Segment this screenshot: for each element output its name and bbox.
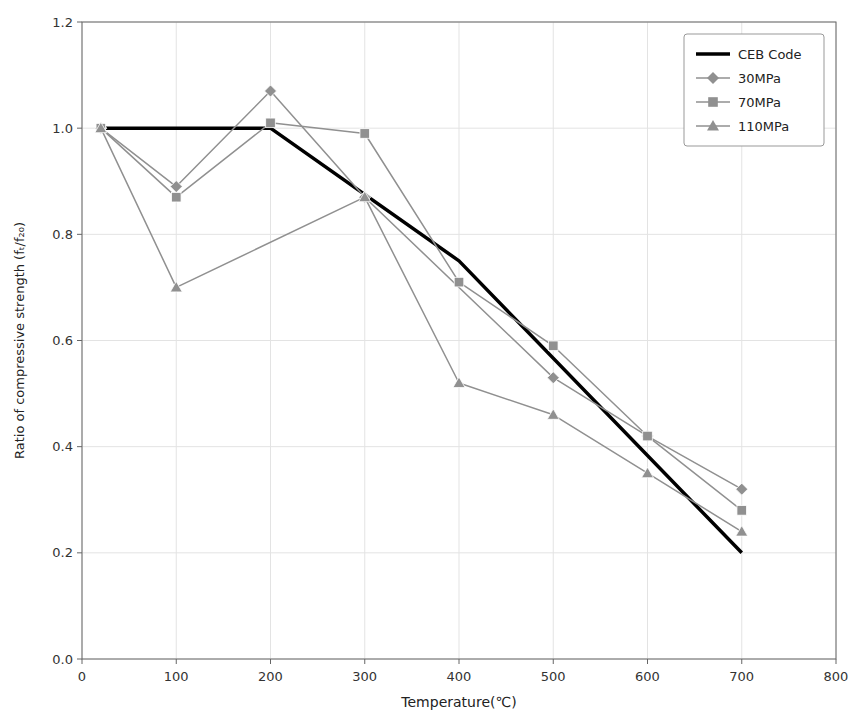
- line: [101, 91, 742, 489]
- data: [95, 85, 748, 553]
- point: [737, 506, 747, 516]
- point: [736, 526, 748, 537]
- legend-swatch: [696, 52, 730, 56]
- legend-label: CEB Code: [738, 47, 802, 62]
- tick-label: 600: [635, 669, 660, 684]
- tick: [77, 340, 82, 341]
- grid-line: [82, 234, 836, 235]
- point: [547, 372, 559, 384]
- tick-label: 400: [447, 669, 472, 684]
- line: [101, 123, 742, 511]
- tick-label: 0.2: [52, 545, 73, 560]
- tick: [77, 552, 82, 553]
- tick: [459, 659, 460, 664]
- point: [266, 118, 276, 128]
- tick-label: 1.2: [52, 15, 73, 30]
- axes: 0 100 200 300 400 500 600 700 800 0.0 0.2 0.4 0.6 0.8…: [52, 15, 848, 685]
- tick-label: 200: [258, 669, 283, 684]
- point: [642, 467, 654, 478]
- line: [101, 128, 742, 553]
- tick: [553, 659, 554, 664]
- point: [548, 341, 558, 351]
- point: [736, 483, 748, 495]
- tick-label: 300: [352, 669, 377, 684]
- tick-label: 0.0: [52, 652, 73, 667]
- point: [359, 191, 371, 202]
- legend-box: [684, 34, 824, 146]
- line: [101, 128, 742, 531]
- point: [170, 281, 182, 292]
- tick: [176, 659, 177, 664]
- point: [265, 85, 277, 97]
- point: [454, 277, 464, 287]
- background: [0, 0, 858, 723]
- legend-marker: [708, 97, 718, 107]
- tick-label: 500: [541, 669, 566, 684]
- tick-label: 700: [729, 669, 754, 684]
- point: [95, 122, 107, 133]
- tick-label: 1.0: [52, 121, 73, 136]
- series: [95, 85, 748, 495]
- legend-marker: [707, 72, 719, 84]
- grid-line: [82, 340, 836, 341]
- legend: CEB Code 30MPa 70MPa 110MPa: [684, 34, 824, 146]
- point: [547, 409, 559, 420]
- point: [642, 430, 654, 442]
- tick: [741, 659, 742, 664]
- point: [453, 377, 465, 388]
- point: [170, 181, 182, 193]
- point: [171, 192, 181, 202]
- tick: [647, 659, 648, 664]
- tick-label: 0.8: [52, 227, 73, 242]
- tick: [77, 446, 82, 447]
- chart: 0 100 200 300 400 500 600 700 800 0.0 0.2 0.4 0.6 0.8…: [0, 0, 858, 723]
- tick-label: 0: [78, 669, 86, 684]
- series: [96, 118, 747, 515]
- grid-line: [82, 552, 836, 553]
- tick: [270, 659, 271, 664]
- tick-label: 0.6: [52, 333, 73, 348]
- point: [359, 191, 371, 203]
- point: [95, 122, 107, 134]
- tick: [82, 659, 83, 664]
- tick: [77, 22, 82, 23]
- point: [360, 129, 370, 139]
- grid-line: [82, 446, 836, 447]
- tick-label: 100: [164, 669, 189, 684]
- legend-label: 70MPa: [738, 95, 781, 110]
- series: [101, 128, 742, 553]
- tick-label: 0.4: [52, 439, 73, 454]
- x-axis-label: Temperature(℃): [400, 694, 516, 710]
- legend-label: 30MPa: [738, 71, 781, 86]
- tick-label: 800: [824, 669, 849, 684]
- legend-label: 110MPa: [738, 119, 789, 134]
- grid: [82, 22, 836, 659]
- tick: [836, 659, 837, 664]
- tick: [77, 128, 82, 129]
- y-axis-label: Ratio of compressive strength (fₜ/f₂₀): [12, 222, 27, 459]
- plot-frame: [82, 22, 836, 659]
- tick: [77, 234, 82, 235]
- tick: [77, 659, 82, 660]
- tick: [364, 659, 365, 664]
- series: [95, 122, 748, 536]
- point: [643, 431, 653, 441]
- legend-marker: [707, 120, 719, 131]
